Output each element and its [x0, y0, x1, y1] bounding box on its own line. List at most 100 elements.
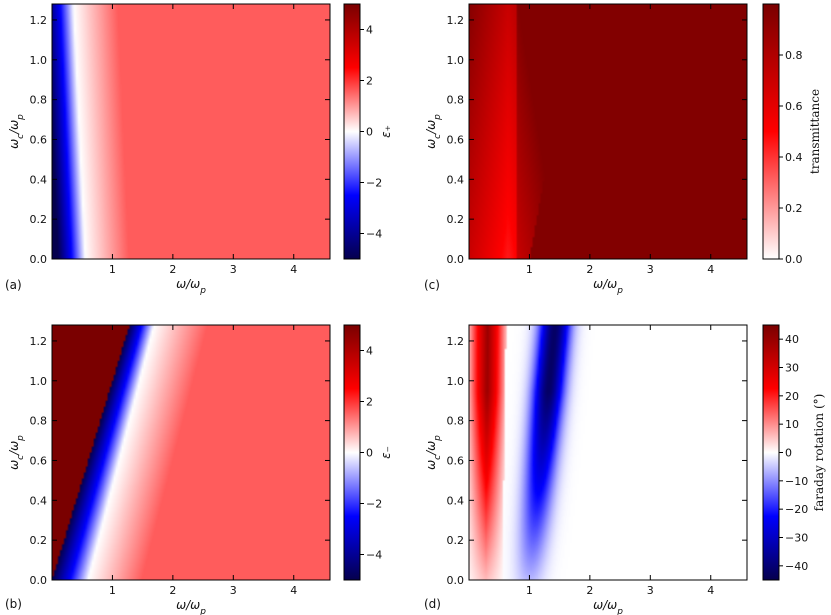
y-tick-label: 1.0 [30, 54, 48, 67]
x-tick-label: 1 [109, 584, 116, 597]
y-tick-label: 0.4 [447, 173, 465, 186]
colorbar [343, 3, 361, 260]
colorbar-tick-label: 30 [785, 362, 799, 375]
heatmap-image [52, 325, 330, 580]
x-tick-label: 3 [230, 584, 237, 597]
panel-label: (b) [5, 597, 22, 611]
colorbar-tick-label: −2 [366, 498, 382, 511]
y-axis-label: ωc/ωp [7, 114, 26, 149]
y-tick-label: 0.4 [30, 494, 48, 507]
colorbar-tick-label: −10 [785, 475, 808, 488]
colorbar-label: ε₊ [379, 125, 393, 138]
colorbar-tick-label: 0 [366, 447, 373, 460]
y-tick-label: 0.0 [30, 574, 48, 587]
plot-frame [468, 3, 748, 260]
y-tick-label: 1.0 [447, 54, 465, 67]
x-axis-label: ω/ωp [593, 277, 623, 296]
x-tick-label: 2 [586, 263, 593, 276]
y-tick-label: 0.6 [447, 133, 465, 146]
y-tick-label: 0.0 [447, 574, 465, 587]
panel-label: (d) [424, 597, 441, 611]
y-tick-label: 0.8 [30, 94, 48, 107]
y-tick-label: 0.0 [447, 253, 465, 266]
panel-2: 1 2 3 4 0.0 0.2 0.4 0.6 0.8 1.0 1.2 ω/ωp ωc/ωp (c) 0.0… [424, 3, 822, 296]
x-tick-label: 4 [707, 584, 714, 597]
colorbar [343, 324, 361, 581]
y-axis-label: ωc/ωp [7, 435, 26, 470]
y-axis-label: ωc/ωp [424, 435, 443, 470]
panel-3: 1 2 3 4 0.0 0.2 0.4 0.6 0.8 1.0 1.2 ω/ωp ωc/ωp (d) −40… [424, 324, 826, 615]
colorbar-tick-label: 40 [785, 333, 799, 346]
colorbar-tick-label: 0.8 [785, 49, 803, 62]
colorbar-tick-label: −4 [366, 228, 382, 241]
x-tick-label: 1 [526, 584, 533, 597]
heatmap-image [52, 4, 330, 259]
x-tick-label: 1 [526, 263, 533, 276]
y-tick-label: 0.2 [30, 534, 48, 547]
x-tick-label: 3 [230, 263, 237, 276]
colorbar-tick-label: 4 [366, 24, 373, 37]
x-axis-label: ω/ωp [176, 277, 206, 296]
y-tick-label: 1.0 [447, 375, 465, 388]
x-tick-label: 2 [586, 584, 593, 597]
plot-frame [51, 3, 331, 260]
colorbar-tick-label: 0.0 [785, 253, 803, 266]
plot-frame [51, 324, 331, 581]
colorbar-tick-label: −30 [785, 532, 808, 545]
colorbar-tick-label: 2 [366, 396, 373, 409]
y-tick-label: 0.0 [30, 253, 48, 266]
colorbar-tick-label: 0 [366, 126, 373, 139]
colorbar-tick-label: 0.2 [785, 202, 803, 215]
heatmap-image [469, 325, 747, 580]
y-tick-label: 0.8 [30, 415, 48, 428]
panel-label: (c) [424, 278, 440, 292]
x-tick-label: 2 [169, 263, 176, 276]
x-axis-label: ω/ωp [176, 598, 206, 615]
y-tick-label: 1.2 [447, 14, 465, 27]
y-tick-label: 0.6 [447, 454, 465, 467]
panel-0: 1 2 3 4 0.0 0.2 0.4 0.6 0.8 1.0 1.2 ω/ωp ωc/ωp (a) −4 −… [5, 3, 393, 296]
plot-frame [468, 324, 748, 581]
x-tick-label: 2 [169, 584, 176, 597]
colorbar-tick-label: 0 [785, 447, 792, 460]
colorbar-tick-label: −40 [785, 560, 808, 573]
colorbar [762, 3, 780, 260]
x-tick-label: 4 [707, 263, 714, 276]
colorbar-label: faraday rotation (°) [812, 394, 826, 512]
colorbar-tick-label: −2 [366, 177, 382, 190]
y-tick-label: 1.2 [30, 335, 48, 348]
colorbar-tick-label: 0.6 [785, 100, 803, 113]
colorbar-tick-label: 20 [785, 390, 799, 403]
y-tick-label: 0.6 [30, 133, 48, 146]
colorbar-tick-label: 0.4 [785, 151, 803, 164]
x-tick-label: 3 [647, 263, 654, 276]
y-tick-label: 1.2 [30, 14, 48, 27]
y-tick-label: 0.8 [447, 94, 465, 107]
colorbar-tick-label: 4 [366, 345, 373, 358]
y-tick-label: 0.2 [447, 534, 465, 547]
panel-1: 1 2 3 4 0.0 0.2 0.4 0.6 0.8 1.0 1.2 ω/ωp ωc/ωp (b) −4 −… [5, 324, 393, 615]
colorbar-label: ε₋ [379, 446, 393, 459]
colorbar-tick-label: −4 [366, 549, 382, 562]
y-tick-label: 0.4 [30, 173, 48, 186]
colorbar-label: transmittance [808, 89, 822, 174]
colorbar [762, 324, 780, 581]
colorbar-tick-label: 2 [366, 75, 373, 88]
colorbar-tick-label: −20 [785, 503, 808, 516]
x-tick-label: 4 [290, 584, 297, 597]
x-tick-label: 3 [647, 584, 654, 597]
x-tick-label: 4 [290, 263, 297, 276]
panel-label: (a) [5, 278, 22, 292]
heatmap-image [469, 4, 747, 259]
x-tick-label: 1 [109, 263, 116, 276]
x-axis-label: ω/ωp [593, 598, 623, 615]
y-axis-label: ωc/ωp [424, 114, 443, 149]
y-tick-label: 0.8 [447, 415, 465, 428]
y-tick-label: 1.0 [30, 375, 48, 388]
y-tick-label: 0.2 [30, 213, 48, 226]
y-tick-label: 0.4 [447, 494, 465, 507]
y-tick-label: 0.6 [30, 454, 48, 467]
y-tick-label: 0.2 [447, 213, 465, 226]
y-tick-label: 1.2 [447, 335, 465, 348]
